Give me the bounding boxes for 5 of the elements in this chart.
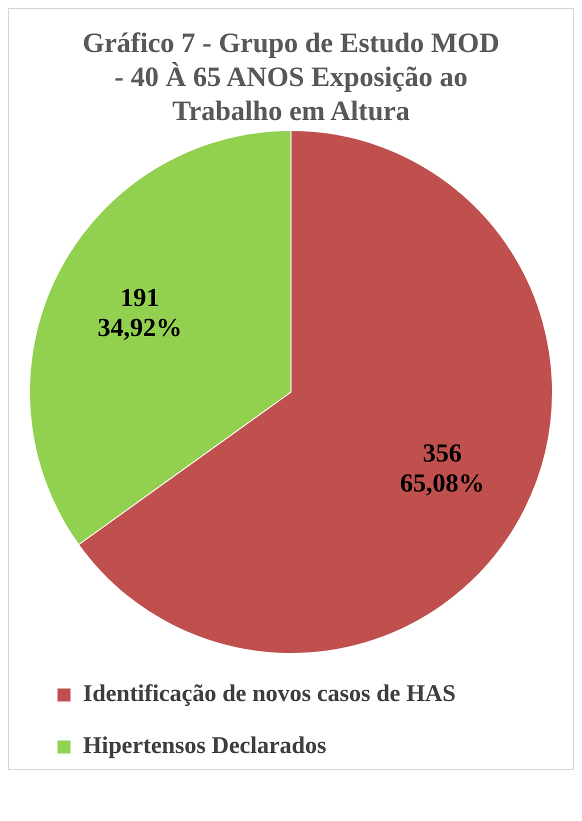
legend-label: Hipertensos Declarados	[83, 733, 326, 760]
data-label: 356 65,08%	[400, 438, 484, 498]
data-label: 191 34,92%	[98, 283, 182, 342]
chart-title: Gráfico 7 - Grupo de Estudo MOD - 40 À 65 ANOS Exposição ao Trabalho em Altura	[82, 27, 500, 129]
legend-label: Identificação de novos casos de HAS	[83, 681, 456, 708]
